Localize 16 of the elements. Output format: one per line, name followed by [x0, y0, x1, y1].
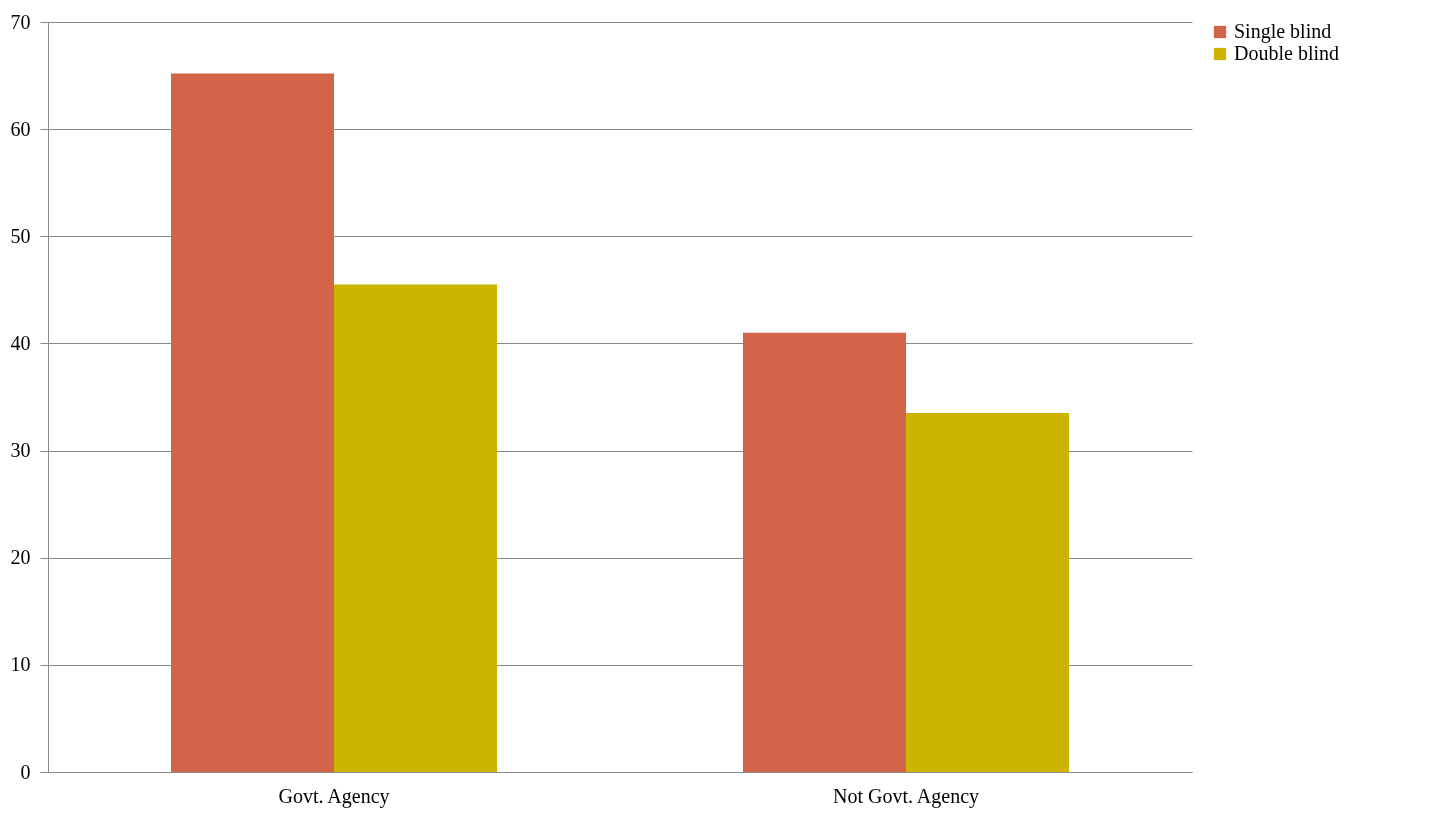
- bar: [742, 332, 906, 772]
- legend-label: Single blind: [1234, 20, 1332, 43]
- y-tick-label: 50: [10, 224, 31, 247]
- y-tick-label: 10: [10, 653, 31, 676]
- y-tick-label: 70: [10, 10, 31, 33]
- y-tick-label: 20: [10, 546, 31, 569]
- y-tick-label: 40: [10, 331, 31, 354]
- x-tick-label: Not Govt. Agency: [832, 784, 980, 808]
- bar: [906, 413, 1070, 772]
- legend-label: Double blind: [1234, 42, 1339, 64]
- y-tick-label: 30: [10, 439, 31, 462]
- y-tick-label: 0: [20, 760, 31, 783]
- x-tick-label: Govt. Agency: [278, 784, 390, 808]
- bar: [334, 284, 498, 772]
- y-tick-label: 60: [10, 117, 31, 140]
- bar: [170, 73, 334, 772]
